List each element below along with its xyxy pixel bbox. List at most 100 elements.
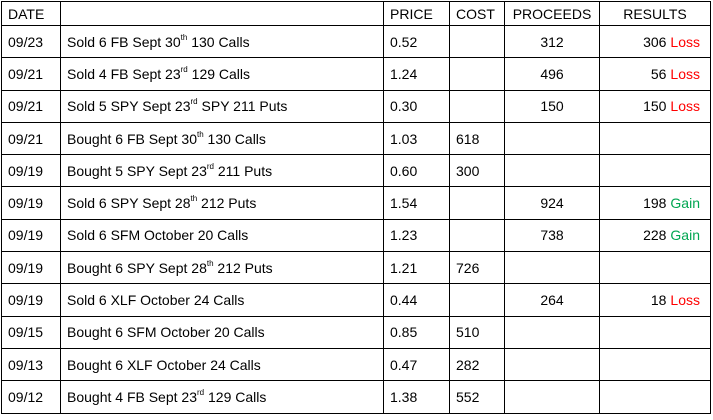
description-text: Sold 6 XLF October 24 Calls [67,292,245,309]
ordinal-suffix: rd [196,387,205,397]
header-price: PRICE [383,1,450,26]
description-text-tail: 211 Puts [213,162,273,179]
description-text-tail: SPY 211 Puts [197,98,288,115]
ordinal-suffix: th [180,32,188,42]
description-text: Bought 6 SPY Sept 28 [67,259,207,276]
table-row: 09/19 Bought 5 SPY Sept 23rd 211 Puts 0.60… [1,154,711,188]
trade-proceeds [504,251,600,285]
trade-result: 56 Loss [599,57,711,91]
trade-result [599,380,711,414]
trade-cost: 300 [449,154,505,188]
trade-cost [449,24,505,59]
trade-price: 1.21 [383,251,450,285]
gain-label: Gain [670,227,700,244]
trade-result: 150 Loss [599,89,711,123]
trade-proceeds: 924 [504,186,600,220]
header-results: RESULTS [599,1,711,26]
trade-proceeds [504,347,600,382]
trade-price: 0.60 [383,154,450,188]
trade-cost: 552 [449,380,505,414]
loss-label: Loss [670,33,700,50]
table-row: 09/23 Sold 6 FB Sept 30th 130 Calls 0.52 31… [1,24,711,59]
trade-description: Sold 6 SFM October 20 Calls [60,218,384,253]
trade-cost: 510 [449,315,505,349]
trade-price: 1.03 [383,121,450,156]
description-text: Sold 5 SPY Sept 23 [67,98,191,115]
description-text: Sold 6 SPY Sept 28 [67,195,191,212]
trade-description: Bought 4 FB Sept 23rd 129 Calls [60,380,384,414]
ordinal-suffix: th [190,194,198,204]
result-amount: 198 [643,195,667,212]
description-text-tail: 129 Calls [204,388,267,405]
trade-date: 09/19 [1,154,61,188]
description-text-tail: 212 Puts [197,195,257,212]
description-text: Sold 6 FB Sept 30 [67,33,181,50]
trade-date: 09/15 [1,315,61,349]
ordinal-suffix: th [206,258,214,268]
description-text-tail: 130 Calls [203,130,266,147]
trade-date: 09/21 [1,121,61,156]
trade-proceeds: 264 [504,283,600,317]
trade-date: 09/19 [1,283,61,317]
ordinal-suffix: th [196,129,204,139]
trade-proceeds [504,315,600,349]
gain-label: Gain [670,195,700,212]
description-text-tail: 129 Calls [187,65,251,82]
trade-price: 1.54 [383,186,450,220]
ordinal-suffix: rd [190,97,198,107]
table-header-row: DATE PRICE COST PROCEEDS RESULTS [1,1,711,26]
trade-date: 09/23 [1,24,61,59]
trade-description: Sold 4 FB Sept 23rd 129 Calls [60,57,384,91]
description-text-tail: 212 Puts [213,259,273,276]
result-amount: 150 [643,98,667,115]
trade-proceeds [504,380,600,414]
trade-proceeds: 150 [504,89,600,123]
trade-cost [449,283,505,317]
trade-date: 09/19 [1,218,61,253]
trade-description: Bought 5 SPY Sept 23rd 211 Puts [60,154,384,188]
trade-cost [449,57,505,91]
trade-price: 0.85 [383,315,450,349]
trade-proceeds: 738 [504,218,600,253]
trade-cost [449,218,505,253]
loss-label: Loss [670,292,700,309]
trade-description: Sold 6 FB Sept 30th 130 Calls [60,24,384,59]
description-text-tail: 130 Calls [187,33,250,50]
trade-result: 198 Gain [599,186,711,220]
loss-label: Loss [670,65,700,82]
ordinal-suffix: rd [206,161,214,171]
description-text: Bought 6 XLF October 24 Calls [67,356,261,373]
trade-price: 0.47 [383,347,450,382]
trade-description: Sold 6 SPY Sept 28th 212 Puts [60,186,384,220]
description-text: Bought 6 FB Sept 30 [67,130,197,147]
header-proceeds: PROCEEDS [504,1,600,26]
trade-cost: 618 [449,121,505,156]
header-description [60,1,384,26]
result-amount: 56 [650,65,667,82]
trade-date: 09/13 [1,347,61,382]
header-date: DATE [1,1,61,26]
ordinal-suffix: rd [180,64,188,74]
trade-price: 1.38 [383,380,450,414]
description-text: Sold 4 FB Sept 23 [67,65,181,82]
trade-date: 09/19 [1,251,61,285]
description-text: Sold 6 SFM October 20 Calls [67,227,249,244]
trade-result: 18 Loss [599,283,711,317]
table-row: 09/19 Bought 6 SPY Sept 28th 212 Puts 1.21… [1,251,711,285]
trade-cost: 726 [449,251,505,285]
trade-result [599,251,711,285]
trade-description: Bought 6 SFM October 20 Calls [60,315,384,349]
loss-label: Loss [670,98,700,115]
table-row: 09/19 Sold 6 SFM October 20 Calls 1.23 738 2… [1,218,711,253]
table-row: 09/13 Bought 6 XLF October 24 Calls 0.47 28… [1,347,711,382]
trade-description: Sold 5 SPY Sept 23rd SPY 211 Puts [60,89,384,123]
table-row: 09/19 Sold 6 SPY Sept 28th 212 Puts 1.54 92… [1,186,711,220]
trade-description: Bought 6 XLF October 24 Calls [60,347,384,382]
trade-cost: 282 [449,347,505,382]
trade-result: 306 Loss [599,24,711,59]
trade-date: 09/21 [1,89,61,123]
trade-price: 1.24 [383,57,450,91]
trade-result [599,347,711,382]
trade-price: 0.30 [383,89,450,123]
trade-result [599,121,711,156]
